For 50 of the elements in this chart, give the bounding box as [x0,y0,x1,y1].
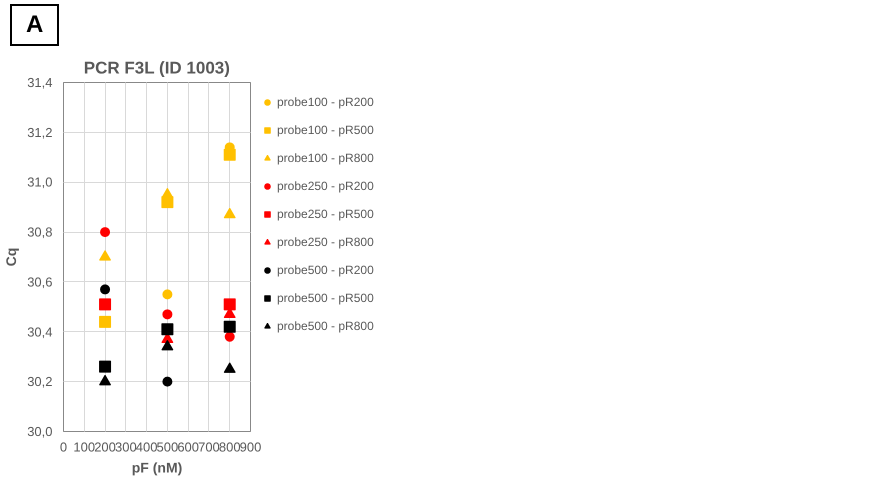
point [224,208,236,219]
legend-label: probe500 - pR500 [277,291,374,306]
legend-label: probe250 - pR200 [277,179,374,194]
point [161,324,174,336]
x-tick-label: 800 [218,440,241,455]
x-tick-label: 500 [156,440,178,455]
chart-title: PCR F3L (ID 1003) [84,58,230,78]
point [100,284,110,295]
point [162,290,172,300]
text: A [26,10,44,40]
x-tick-label: 600 [177,440,200,455]
legend-label: probe100 - pR500 [277,123,374,138]
legend-label: probe500 - pR800 [277,319,374,334]
point [224,362,236,374]
point [99,375,112,386]
point [224,298,236,311]
y-tick-label: 30,2 [27,374,53,390]
y-tick-label: 30,0 [27,424,53,440]
point [162,310,172,320]
point [224,149,236,162]
y-tick-label: 31,4 [27,75,53,90]
x-tick-label: 900 [240,440,262,455]
legend-label: probe250 - pR500 [277,207,374,222]
y-tick-label: 30,6 [27,274,53,290]
y-axis-title: Cq [3,248,20,267]
point [161,340,174,351]
x-tick-label: 200 [94,440,116,455]
point [162,376,172,387]
point [99,316,112,328]
point [99,250,112,261]
y-tick-label: 30,4 [27,324,53,340]
x-tick-label: 300 [114,440,137,455]
point [224,321,236,334]
point [99,360,112,373]
y-tick-label: 30,8 [27,224,53,240]
legend-label: probe100 - pR200 [277,95,374,110]
x-tick-label: 0 [60,440,68,455]
point [224,332,235,342]
x-axis-title: pF (nM) [132,460,182,476]
point [100,227,110,238]
legend-label: probe100 - pR800 [277,151,374,166]
x-tick-label: 100 [73,440,96,455]
legend-label: probe250 - pR800 [277,235,374,250]
x-tick-label: 700 [198,440,220,455]
point [99,298,112,311]
legend-label: probe500 - pR200 [277,263,374,278]
y-tick-label: 31,2 [27,125,53,140]
point [161,188,174,199]
y-tick-label: 31,0 [27,174,53,190]
x-tick-label: 400 [136,440,158,455]
